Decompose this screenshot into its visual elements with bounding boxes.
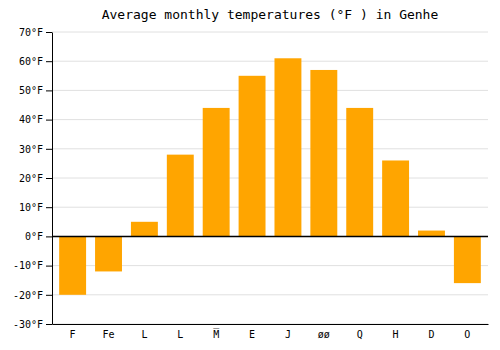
- x-axis-line: [53, 324, 489, 325]
- y-tick: 0°F: [25, 231, 52, 242]
- bar: [131, 222, 158, 237]
- y-tick-label: 20°F: [19, 173, 43, 184]
- x-tick-label: F: [70, 329, 76, 340]
- bar: [167, 155, 194, 237]
- x-tick-label: L: [177, 329, 183, 340]
- y-tick-label: 0°F: [25, 231, 43, 242]
- y-tick-label: 30°F: [19, 144, 43, 155]
- y-tick-label: 40°F: [19, 114, 43, 125]
- chart-container: -30°F -20°F -10°F 0°F 10°F 20°F 30°F 40°F 50°F 60…: [0, 0, 500, 350]
- bar: [203, 108, 230, 236]
- y-tick-mark: [46, 207, 52, 208]
- chart-svg: -30°F -20°F -10°F 0°F 10°F 20°F 30°F 40°F 50°F 60…: [0, 0, 500, 350]
- x-tick: F: [70, 329, 76, 340]
- bar: [454, 236, 481, 283]
- y-tick-label: 10°F: [19, 202, 43, 213]
- x-axis: F Fe L L M̅ E Jøø Q H D O: [53, 325, 489, 341]
- grid-line: [52, 294, 488, 295]
- x-tick-label: M̅: [213, 328, 220, 340]
- y-tick: -20°F: [13, 290, 52, 301]
- bar: [274, 58, 301, 236]
- x-tick: H: [393, 329, 399, 340]
- y-tick-label: 60°F: [19, 56, 43, 67]
- y-tick-mark: [46, 90, 52, 91]
- grid-line: [52, 207, 488, 208]
- y-tick-mark: [46, 324, 52, 325]
- grid-line: [52, 119, 488, 120]
- y-tick-mark: [46, 295, 52, 296]
- zero-line: [52, 236, 488, 238]
- x-tick-label: O: [464, 329, 470, 340]
- bar: [418, 231, 445, 237]
- x-tick-label: E: [249, 329, 255, 340]
- y-tick-mark: [46, 178, 52, 179]
- x-tick: E: [249, 329, 255, 340]
- y-tick: 20°F: [19, 173, 52, 184]
- bar: [59, 236, 86, 294]
- y-tick: -30°F: [13, 319, 52, 330]
- grid-line: [52, 61, 488, 62]
- y-axis-line: [52, 33, 53, 325]
- x-tick-label: H: [393, 329, 399, 340]
- y-tick: 40°F: [19, 114, 52, 125]
- y-tick-mark: [46, 120, 52, 121]
- grid-line: [52, 236, 488, 237]
- x-tick-label: D: [428, 329, 434, 340]
- x-tick: O: [464, 329, 470, 340]
- grid: [52, 32, 488, 324]
- grid-line: [52, 32, 488, 33]
- y-tick-mark: [46, 236, 52, 237]
- bar: [382, 160, 409, 236]
- grid-line: [52, 178, 488, 179]
- y-tick-label: 70°F: [19, 27, 43, 38]
- x-tick-label: J: [285, 329, 291, 340]
- bar: [239, 76, 266, 237]
- grid-line: [52, 90, 488, 91]
- y-tick: 30°F: [19, 144, 52, 155]
- x-tick: L: [177, 329, 183, 340]
- x-tick-label: L: [141, 329, 147, 340]
- grid-line: [52, 148, 488, 149]
- y-tick: 10°F: [19, 202, 52, 213]
- y-axis: -30°F -20°F -10°F 0°F 10°F 20°F 30°F 40°F 50°F 60…: [13, 27, 53, 330]
- y-tick-label: -10°F: [13, 260, 43, 271]
- y-tick: 60°F: [19, 56, 52, 67]
- y-tick: 50°F: [19, 85, 52, 96]
- x-tick: L: [141, 329, 147, 340]
- y-tick-mark: [46, 266, 52, 267]
- x-tick: Q: [357, 329, 363, 340]
- y-tick: -10°F: [13, 260, 52, 271]
- y-tick-label: -20°F: [13, 290, 43, 301]
- title: Average monthly temperatures (°F ) in Ge…: [102, 7, 439, 22]
- plot-area: [52, 58, 488, 295]
- x-tick-label: Fe: [102, 329, 114, 340]
- x-tick: M̅: [213, 328, 220, 340]
- x-tick-label: Q: [357, 329, 363, 340]
- x-tick: D: [428, 329, 434, 340]
- y-tick-mark: [46, 149, 52, 150]
- bar: [95, 236, 122, 271]
- bar: [346, 108, 373, 236]
- x-tick-label: øø: [318, 329, 330, 340]
- x-tick: Fe: [102, 329, 114, 340]
- y-tick-mark: [46, 32, 52, 33]
- y-tick: 70°F: [19, 27, 52, 38]
- bar: [310, 70, 337, 236]
- grid-line: [52, 324, 488, 325]
- y-tick-label: 50°F: [19, 85, 43, 96]
- y-tick-label: -30°F: [13, 319, 43, 330]
- x-tick: øø: [318, 329, 330, 340]
- y-tick-mark: [46, 61, 52, 62]
- x-tick: J: [285, 329, 291, 340]
